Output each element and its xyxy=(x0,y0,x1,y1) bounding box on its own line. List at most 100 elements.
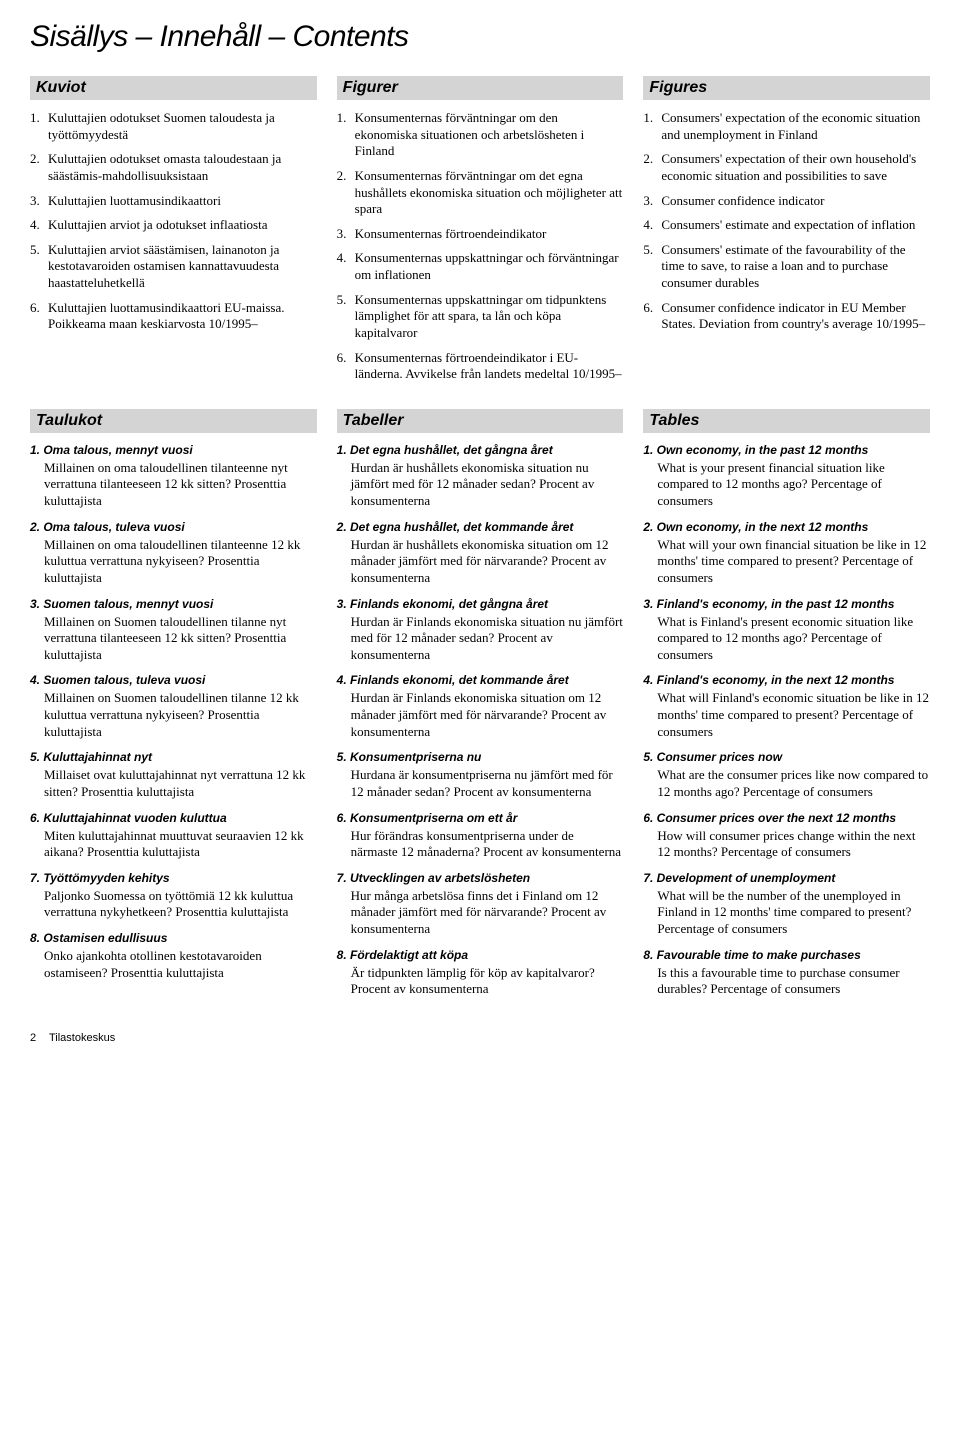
figure-entry: 1.Kuluttajien odotukset Suomen taloudest… xyxy=(48,110,317,143)
table-entry-description: Är tidpunkten lämplig för köp av kapital… xyxy=(337,965,624,998)
figure-text: Kuluttajien luottamusindikaattori EU-mai… xyxy=(48,300,284,332)
figure-number: 4. xyxy=(643,217,653,234)
table-entry-heading: 4. Finlands ekonomi, det kommande året xyxy=(337,673,624,688)
figure-text: Konsumenternas uppskattningar och förvän… xyxy=(355,250,619,282)
figure-text: Konsumenternas uppskattningar om tidpunk… xyxy=(355,292,607,340)
figure-entry: 6.Consumer confidence indicator in EU Me… xyxy=(661,300,930,333)
table-entry-description: Millainen on oma taloudellinen tilanteen… xyxy=(30,460,317,510)
table-entry: 8. Ostamisen edullisuus Onko ajankohta ot… xyxy=(30,931,317,981)
figures-header-sv: Figurer xyxy=(337,76,624,100)
figure-number: 5. xyxy=(30,242,40,259)
figure-text: Konsumenternas förväntningar om den ekon… xyxy=(355,110,585,158)
table-entry-heading: 8. Ostamisen edullisuus xyxy=(30,931,317,946)
table-entry: 8. Fördelaktigt att köpa Är tidpunkten lä… xyxy=(337,948,624,998)
table-entry: 7. Utvecklingen av arbetslösheten Hur mån… xyxy=(337,871,624,938)
table-entry-heading: 6. Consumer prices over the next 12 mont… xyxy=(643,811,930,826)
page-title: Sisällys – Innehåll – Contents xyxy=(30,20,930,54)
figure-number: 4. xyxy=(337,250,347,267)
page-number: 2 xyxy=(30,1032,36,1044)
figure-number: 2. xyxy=(337,168,347,185)
table-entry-description: Millainen on oma taloudellinen tilanteen… xyxy=(30,537,317,587)
figure-entry: 5.Kuluttajien arviot säästämisen, lainan… xyxy=(48,242,317,292)
figures-col-sv: Figurer 1.Konsumenternas förväntningar o… xyxy=(337,76,624,391)
table-entry-heading: 6. Konsumentpriserna om ett år xyxy=(337,811,624,826)
table-entry-description: Onko ajankohta otollinen kestotavaroiden… xyxy=(30,948,317,981)
figure-number: 1. xyxy=(643,110,653,127)
figure-entry: 3.Konsumenternas förtroendeindikator xyxy=(355,226,624,243)
table-entry-description: What will your own financial situation b… xyxy=(643,537,930,587)
figure-text: Konsumenternas förtroendeindikator xyxy=(355,226,547,241)
figure-entry: 2.Kuluttajien odotukset omasta taloudest… xyxy=(48,151,317,184)
table-entry-description: Paljonko Suomessa on työttömiä 12 kk kul… xyxy=(30,888,317,921)
table-entry: 7. Työttömyyden kehitys Paljonko Suomessa… xyxy=(30,871,317,921)
figures-header-en: Figures xyxy=(643,76,930,100)
table-entry-heading: 3. Suomen talous, mennyt vuosi xyxy=(30,597,317,612)
table-entry-description: What are the consumer prices like now co… xyxy=(643,767,930,800)
table-entry-heading: 7. Työttömyyden kehitys xyxy=(30,871,317,886)
table-entry-description: Hurdan är Finlands ekonomiska situation … xyxy=(337,690,624,740)
figure-entry: 5.Konsumenternas uppskattningar om tidpu… xyxy=(355,292,624,342)
figure-text: Kuluttajien luottamusindikaattori xyxy=(48,193,221,208)
figures-col-en: Figures 1.Consumers' expectation of the … xyxy=(643,76,930,391)
figure-number: 1. xyxy=(337,110,347,127)
figure-text: Konsumenternas förtroendeindikator i EU-… xyxy=(355,350,622,382)
figure-entry: 3.Kuluttajien luottamusindikaattori xyxy=(48,193,317,210)
figure-text: Kuluttajien odotukset Suomen taloudesta … xyxy=(48,110,275,142)
table-entry-heading: 2. Oma talous, tuleva vuosi xyxy=(30,520,317,535)
figures-col-fi: Kuviot 1.Kuluttajien odotukset Suomen ta… xyxy=(30,76,317,391)
table-entry-heading: 1. Det egna hushållet, det gångna året xyxy=(337,443,624,458)
table-entry: 2. Own economy, in the next 12 months Wha… xyxy=(643,520,930,587)
table-entry-heading: 8. Favourable time to make purchases xyxy=(643,948,930,963)
table-entry-description: Millainen on Suomen taloudellinen tilann… xyxy=(30,614,317,664)
figure-text: Consumers' estimate and expectation of i… xyxy=(661,217,915,232)
figure-text: Consumers' expectation of the economic s… xyxy=(661,110,920,142)
table-entry-description: Hurdan är hushållets ekonomiska situatio… xyxy=(337,537,624,587)
figures-header-fi: Kuviot xyxy=(30,76,317,100)
table-entry: 1. Oma talous, mennyt vuosiMillainen on … xyxy=(30,443,317,510)
figure-entry: 4.Konsumenternas uppskattningar och förv… xyxy=(355,250,624,283)
figure-number: 6. xyxy=(30,300,40,317)
table-entry-description: Is this a favourable time to purchase co… xyxy=(643,965,930,998)
figure-entry: 2.Konsumenternas förväntningar om det eg… xyxy=(355,168,624,218)
page-footer: 2 Tilastokeskus xyxy=(30,1032,930,1044)
table-entry-description: What is your present financial situation… xyxy=(643,460,930,510)
figure-text: Consumers' expectation of their own hous… xyxy=(661,151,916,183)
table-entry: 2. Oma talous, tuleva vuosi Millainen on … xyxy=(30,520,317,587)
table-entry-description: Millaiset ovat kuluttajahinnat nyt verra… xyxy=(30,767,317,800)
figure-number: 3. xyxy=(643,193,653,210)
figure-number: 4. xyxy=(30,217,40,234)
table-entry-heading: 1. Own economy, in the past 12 months xyxy=(643,443,930,458)
figure-entry: 6.Kuluttajien luottamusindikaattori EU-m… xyxy=(48,300,317,333)
table-entry-description: How will consumer prices change within t… xyxy=(643,828,930,861)
table-entry: 4. Finland's economy, in the next 12 mon… xyxy=(643,673,930,740)
table-entry: 5. Konsumentpriserna nu Hurdana är konsum… xyxy=(337,750,624,800)
table-entry: 1. Det egna hushållet, det gångna åretHu… xyxy=(337,443,624,510)
figure-entry: 4.Consumers' estimate and expectation of… xyxy=(661,217,930,234)
table-entry-description: Miten kuluttajahinnat muuttuvat seuraavi… xyxy=(30,828,317,861)
table-entry-description: Hur förändras konsumentpriserna under de… xyxy=(337,828,624,861)
figure-entry: 1.Consumers' expectation of the economic… xyxy=(661,110,930,143)
figure-text: Consumer confidence indicator xyxy=(661,193,824,208)
tables-col-sv: Tabeller 1. Det egna hushållet, det gång… xyxy=(337,409,624,1008)
table-entry-description: Hurdana är konsumentpriserna nu jämfört … xyxy=(337,767,624,800)
table-entry-description: What will be the number of the unemploye… xyxy=(643,888,930,938)
figure-text: Consumer confidence indicator in EU Memb… xyxy=(661,300,925,332)
table-entry: 4. Finlands ekonomi, det kommande året Hu… xyxy=(337,673,624,740)
table-entry-heading: 2. Own economy, in the next 12 months xyxy=(643,520,930,535)
table-entry-heading: 6. Kuluttajahinnat vuoden kuluttua xyxy=(30,811,317,826)
figure-entry: 5.Consumers' estimate of the favourabili… xyxy=(661,242,930,292)
figure-entry: 1.Konsumenternas förväntningar om den ek… xyxy=(355,110,624,160)
figure-text: Kuluttajien arviot ja odotukset inflaati… xyxy=(48,217,268,232)
figures-columns: Kuviot 1.Kuluttajien odotukset Suomen ta… xyxy=(30,76,930,391)
table-entry: 6. Konsumentpriserna om ett år Hur föränd… xyxy=(337,811,624,861)
tables-columns: Taulukot 1. Oma talous, mennyt vuosiMill… xyxy=(30,409,930,1008)
table-entry: 1. Own economy, in the past 12 months Wha… xyxy=(643,443,930,510)
table-entry-heading: 7. Utvecklingen av arbetslösheten xyxy=(337,871,624,886)
table-entry-description: Hur många arbetslösa finns det i Finland… xyxy=(337,888,624,938)
figure-text: Kuluttajien odotukset omasta taloudestaa… xyxy=(48,151,281,183)
table-entry-heading: 5. Konsumentpriserna nu xyxy=(337,750,624,765)
table-entry-heading: 2. Det egna hushållet, det kommande året xyxy=(337,520,624,535)
table-entry: 3. Finlands ekonomi, det gångna åretHurd… xyxy=(337,597,624,664)
table-entry-heading: 8. Fördelaktigt att köpa xyxy=(337,948,624,963)
table-entry-heading: 7. Development of unemployment xyxy=(643,871,930,886)
